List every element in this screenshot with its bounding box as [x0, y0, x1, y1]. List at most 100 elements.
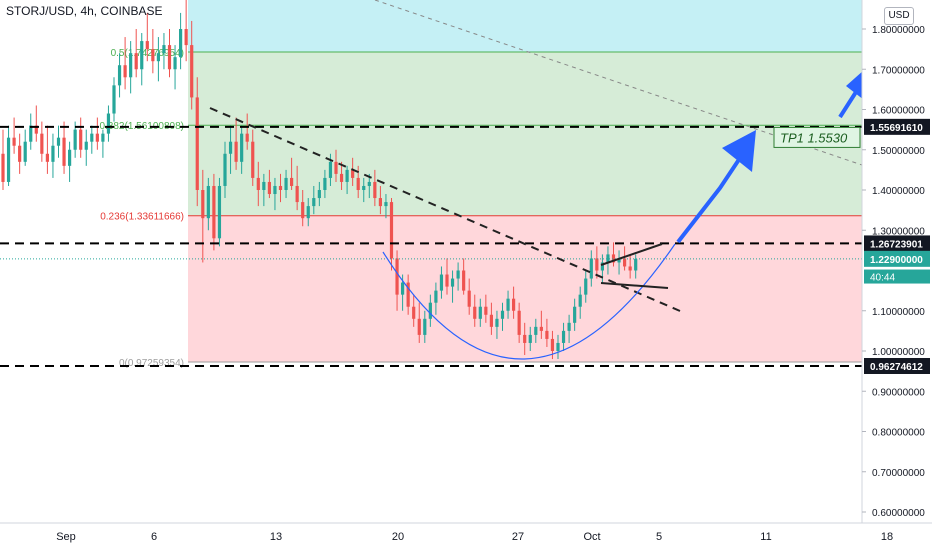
- candle-body: [278, 185, 283, 190]
- candle-body: [606, 254, 610, 263]
- breakout-arrow-head: [846, 70, 864, 100]
- price-tag-last: [864, 250, 930, 267]
- x-tick-label: 11: [760, 531, 771, 543]
- candle-body: [301, 202, 305, 219]
- candle-body: [517, 310, 521, 335]
- price-tag-text: 0.96274612: [870, 362, 923, 373]
- candle-body: [162, 45, 166, 54]
- candle-body: [628, 266, 632, 271]
- candle-body: [73, 129, 77, 150]
- tp1-box: [773, 126, 861, 148]
- candle-body: [40, 133, 44, 154]
- y-tick-label: 0.70000000: [872, 468, 925, 479]
- candle-body: [406, 282, 410, 307]
- candle-body: [295, 185, 299, 203]
- x-tick-label: 13: [270, 531, 282, 543]
- candle-body: [240, 133, 244, 162]
- candle-body: [6, 137, 11, 182]
- time-axis-bg: [0, 523, 932, 550]
- candle-body: [273, 185, 277, 195]
- y-tick-label: 1.50000000: [872, 146, 925, 157]
- candle-body: [179, 29, 183, 58]
- target-arrow-shaft: [676, 156, 742, 244]
- fib-zone-top: [188, 0, 862, 53]
- candle-body: [500, 310, 505, 319]
- price-tag-level: [864, 357, 930, 374]
- candle-body: [212, 185, 216, 239]
- candle-body: [489, 314, 493, 327]
- candle-body: [634, 258, 638, 271]
- candle-body: [373, 181, 377, 199]
- candle-body: [45, 153, 49, 162]
- candle-body: [623, 258, 627, 267]
- x-tick-label: 20: [392, 531, 404, 543]
- candle-body: [173, 57, 177, 70]
- candle-body: [556, 342, 560, 351]
- currency-button[interactable]: USD: [884, 7, 914, 25]
- candle-body: [206, 185, 210, 219]
- candle-body: [412, 306, 416, 319]
- candle-body: [478, 306, 482, 319]
- breakout-arrow-shaft: [838, 90, 858, 119]
- x-tick-label: 6: [151, 531, 157, 543]
- y-tick-label: 1.00000000: [872, 347, 925, 358]
- candle-body: [423, 318, 427, 335]
- price-tag-text: 1.26723901: [870, 239, 923, 250]
- price-tag-text: 40:44: [870, 273, 895, 284]
- y-tick-label: 1.60000000: [872, 106, 925, 117]
- candle-body: [484, 306, 488, 315]
- candle-body: [539, 326, 543, 331]
- y-tick-label: 1.40000000: [872, 186, 925, 197]
- cup-curve: [382, 243, 676, 360]
- candle-body: [450, 278, 455, 287]
- y-tick-label: 1.80000000: [872, 25, 925, 36]
- candle-body: [251, 141, 255, 178]
- y-tick-label: 0.90000000: [872, 387, 925, 398]
- y-tick-label: 1.30000000: [872, 226, 925, 237]
- candle-body: [145, 41, 149, 50]
- candle-body: [23, 141, 27, 162]
- candle-body: [456, 270, 460, 279]
- candle-body: [223, 153, 227, 186]
- candle-body: [95, 133, 99, 142]
- candle-body: [134, 53, 138, 70]
- candle-body: [234, 141, 238, 162]
- pennant-lower: [600, 282, 669, 289]
- candle-body: [595, 258, 599, 271]
- candle-body: [34, 125, 38, 134]
- candle-body: [578, 294, 582, 307]
- candle-body: [428, 302, 432, 319]
- candle-body: [190, 45, 194, 98]
- candle-body: [567, 322, 571, 331]
- descending-trendline: [209, 107, 681, 312]
- candle-body: [362, 185, 366, 190]
- candle-body: [534, 326, 538, 335]
- candle-body: [12, 137, 16, 146]
- candle-body: [228, 141, 233, 154]
- candle-body: [62, 137, 66, 166]
- candle-body: [1, 153, 5, 182]
- candle-body: [51, 145, 55, 162]
- candle-body: [473, 306, 477, 319]
- candle-body: [573, 306, 577, 323]
- candle-body: [306, 206, 310, 219]
- candle-body: [129, 53, 133, 78]
- candle-body: [506, 298, 510, 311]
- candle-body: [351, 169, 355, 178]
- candle-body: [584, 278, 588, 295]
- candle-body: [79, 129, 83, 150]
- candle-body: [151, 49, 155, 62]
- candle-body: [167, 45, 172, 70]
- candle-body: [195, 97, 199, 190]
- price-tag-countdown: [864, 269, 930, 284]
- candle-body: [117, 65, 122, 86]
- candle-body: [267, 181, 271, 195]
- candle-body: [18, 145, 22, 162]
- fib-level-label: 0.236(1.33611666): [100, 212, 184, 223]
- candle-body: [561, 330, 566, 343]
- candle-body: [217, 185, 222, 239]
- candle-body: [600, 262, 604, 271]
- candle-body: [290, 177, 294, 186]
